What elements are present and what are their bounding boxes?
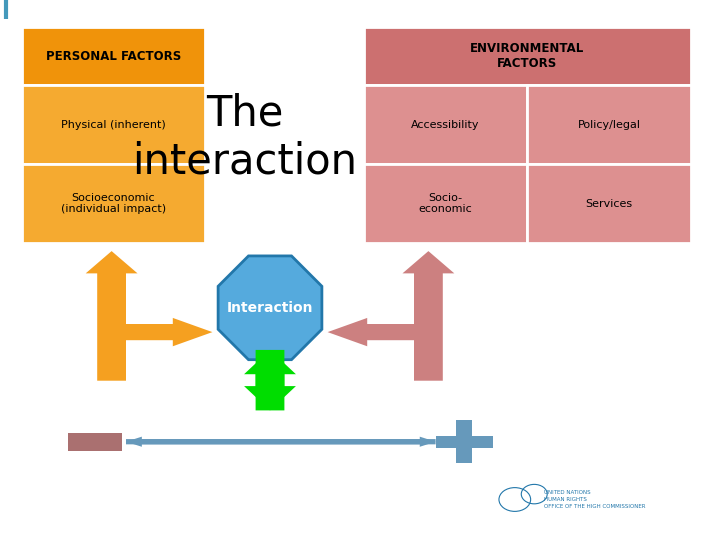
FancyBboxPatch shape (527, 85, 691, 164)
Text: Policy/legal: Policy/legal (578, 120, 641, 130)
FancyBboxPatch shape (22, 164, 205, 243)
FancyBboxPatch shape (22, 27, 205, 85)
Text: PERSONAL FACTORS: PERSONAL FACTORS (46, 50, 181, 63)
FancyBboxPatch shape (456, 420, 472, 463)
Polygon shape (126, 437, 436, 447)
Text: UNITED NATIONS
HUMAN RIGHTS
OFFICE OF THE HIGH COMMISSIONER: UNITED NATIONS HUMAN RIGHTS OFFICE OF TH… (544, 490, 645, 509)
Polygon shape (112, 318, 212, 346)
Polygon shape (126, 437, 436, 447)
Polygon shape (328, 318, 428, 346)
Polygon shape (402, 251, 454, 381)
FancyBboxPatch shape (527, 164, 691, 243)
FancyBboxPatch shape (364, 27, 691, 85)
FancyBboxPatch shape (68, 433, 122, 451)
Polygon shape (218, 256, 322, 360)
FancyBboxPatch shape (436, 436, 493, 448)
Text: Socio-
economic: Socio- economic (418, 193, 472, 214)
Text: Socioeconomic
(individual impact): Socioeconomic (individual impact) (60, 193, 166, 214)
Text: The
interaction: The interaction (132, 92, 357, 183)
Text: Physical (inherent): Physical (inherent) (61, 120, 166, 130)
FancyBboxPatch shape (22, 85, 205, 164)
Text: Accessibility: Accessibility (411, 120, 480, 130)
FancyBboxPatch shape (364, 85, 527, 164)
Polygon shape (244, 350, 296, 410)
Text: Interaction: Interaction (227, 301, 313, 315)
Text: Services: Services (586, 199, 633, 208)
Text: ENVIRONMENTAL
FACTORS: ENVIRONMENTAL FACTORS (470, 42, 585, 70)
Polygon shape (86, 251, 138, 381)
FancyBboxPatch shape (364, 164, 527, 243)
Polygon shape (244, 350, 296, 410)
